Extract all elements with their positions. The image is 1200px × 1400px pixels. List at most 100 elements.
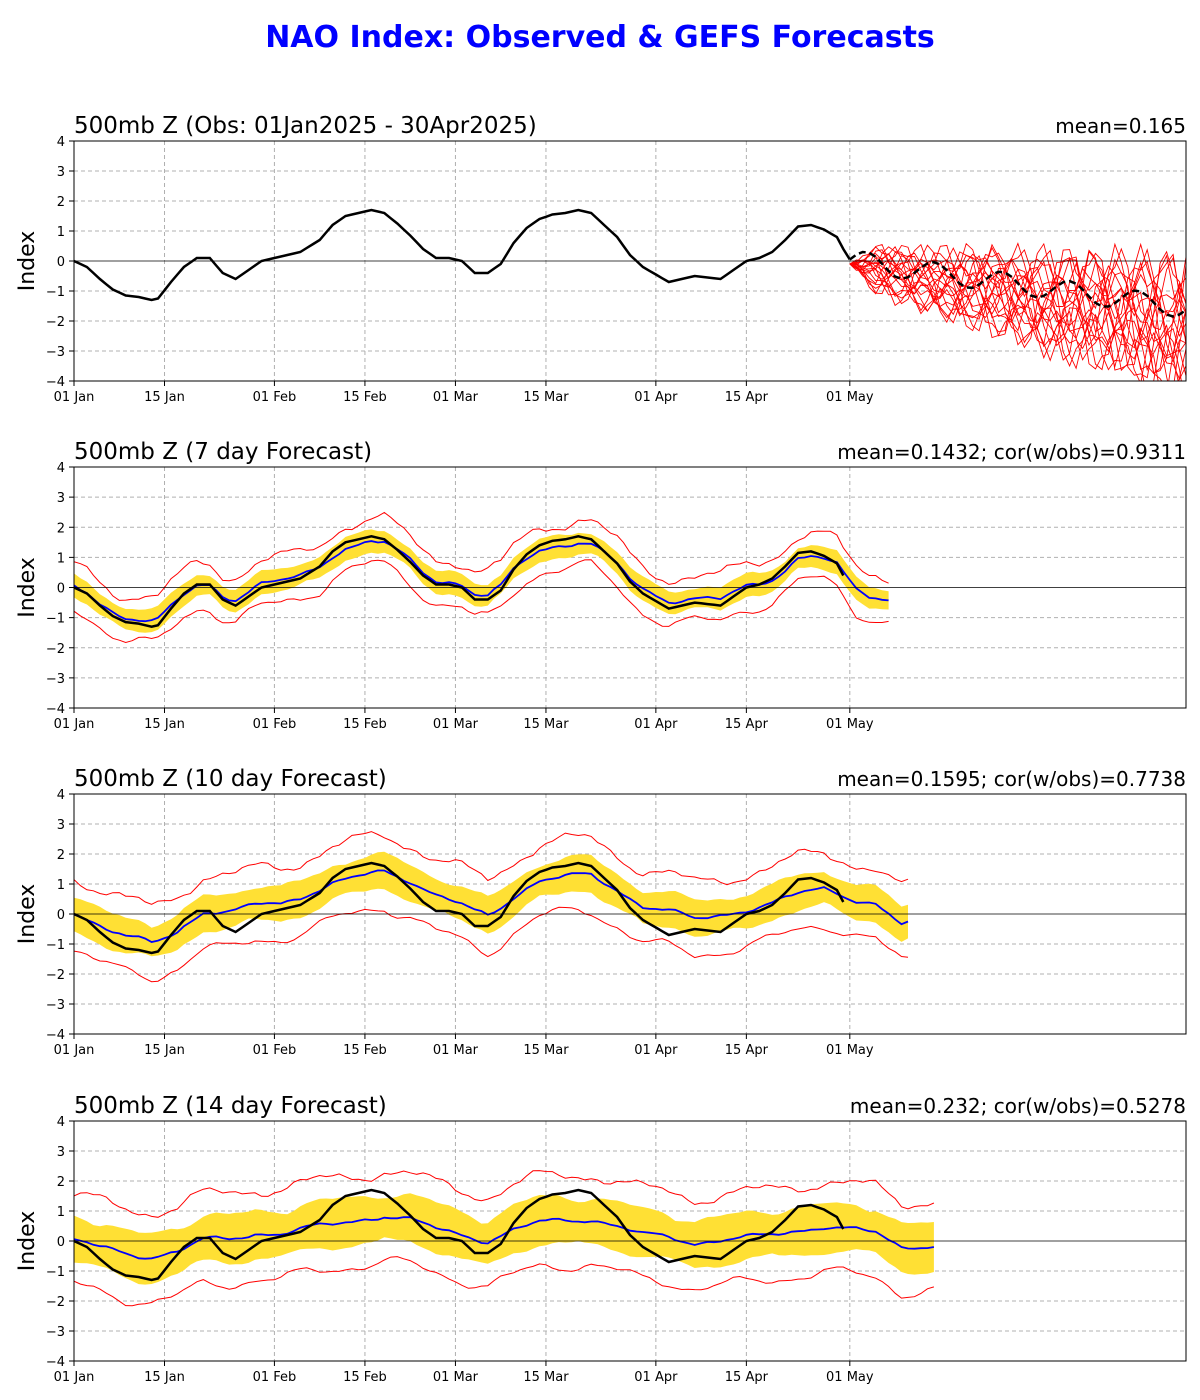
chart-panel-2: 4 3 2 1 0 −1 −2 −3 −401 Jan 15 Jan 01 Feb 15 Feb 01 … xyxy=(15,439,1187,732)
y-axis-label: Index xyxy=(15,231,40,292)
panel-stat: mean=0.1432; cor(w/obs)=0.9311 xyxy=(837,440,1186,464)
y-tick-label: 0 xyxy=(57,1235,65,1250)
x-tick-label: 01 Apr xyxy=(634,390,678,405)
x-tick-label: 15 Apr xyxy=(725,717,769,732)
y-tick-label: 2 xyxy=(57,848,65,863)
y-tick-label: 4 xyxy=(57,135,65,150)
y-tick-label: −1 xyxy=(46,612,65,627)
x-tick-label: 01 May xyxy=(826,1043,874,1058)
y-tick-label: −4 xyxy=(46,375,65,390)
y-tick-label: 1 xyxy=(57,878,65,893)
y-tick-label: 2 xyxy=(57,521,65,536)
chart-panel-3: 4 3 2 1 0 −1 −2 −3 −401 Jan 15 Jan 01 Feb 15 Feb 01 … xyxy=(15,766,1187,1058)
panel-stat: mean=0.165 xyxy=(1055,114,1186,138)
y-axis-label: Index xyxy=(15,884,40,945)
y-tick-label: −2 xyxy=(46,1295,65,1310)
x-tick-label: 01 Jan xyxy=(54,717,95,732)
x-tick-label: 01 Apr xyxy=(634,717,678,732)
x-tick-label: 15 Feb xyxy=(343,1370,387,1385)
forecast-member-line xyxy=(849,244,1186,370)
x-tick-label: 01 Jan xyxy=(54,1370,95,1385)
x-tick-label: 01 Feb xyxy=(253,390,297,405)
panel-title: 500mb Z (10 day Forecast) xyxy=(74,766,387,792)
lower-bound-line xyxy=(74,559,889,644)
observed-line xyxy=(74,861,845,955)
x-tick-label: 15 Jan xyxy=(144,1370,185,1385)
x-tick-label: 01 Feb xyxy=(253,1043,297,1058)
plot-area xyxy=(74,208,1186,381)
chart-panel-4: 4 3 2 1 0 −1 −2 −3 −401 Jan 15 Jan 01 Feb 15 Feb 01 … xyxy=(15,1093,1187,1385)
y-tick-label: 4 xyxy=(57,788,65,803)
lower-bound-line xyxy=(74,1256,935,1307)
x-tick-label: 01 May xyxy=(826,717,874,732)
lower-bound-line xyxy=(74,906,909,983)
x-tick-label: 01 Mar xyxy=(433,390,479,405)
x-tick-label: 15 Jan xyxy=(144,1043,185,1058)
y-tick-label: 0 xyxy=(57,255,65,270)
x-tick-label: 15 Apr xyxy=(725,1370,769,1385)
x-tick-label: 15 Feb xyxy=(343,1043,387,1058)
y-tick-label: −2 xyxy=(46,968,65,983)
upper-bound-line xyxy=(74,831,909,905)
y-tick-label: 0 xyxy=(57,908,65,923)
y-tick-label: −3 xyxy=(46,345,65,360)
x-tick-label: 15 Jan xyxy=(144,717,185,732)
forecast-member-line xyxy=(849,249,1186,381)
spread-band xyxy=(74,529,889,633)
x-tick-label: 01 May xyxy=(826,390,874,405)
x-tick-label: 15 Feb xyxy=(343,390,387,405)
forecast-member-line xyxy=(849,242,1186,379)
plot-area xyxy=(74,511,889,644)
y-tick-label: 2 xyxy=(57,195,65,210)
y-tick-label: −3 xyxy=(46,672,65,687)
panel-title: 500mb Z (7 day Forecast) xyxy=(74,439,372,465)
plot-area xyxy=(74,1170,935,1307)
x-tick-label: 15 Apr xyxy=(725,1043,769,1058)
x-tick-label: 15 Mar xyxy=(523,1370,569,1385)
ensemble-mean-line xyxy=(74,1216,935,1260)
forecast-mean-dashed-line xyxy=(849,250,1186,318)
panel-title: 500mb Z (Obs: 01Jan2025 - 30Apr2025) xyxy=(74,113,537,139)
observed-line xyxy=(74,1188,845,1282)
y-tick-label: −3 xyxy=(46,1325,65,1340)
y-tick-label: 0 xyxy=(57,582,65,597)
forecast-member-line xyxy=(849,244,1186,381)
x-tick-label: 01 Feb xyxy=(253,717,297,732)
y-tick-label: 3 xyxy=(57,491,65,506)
x-tick-label: 01 Jan xyxy=(54,1043,95,1058)
y-tick-label: 3 xyxy=(57,818,65,833)
y-tick-label: −4 xyxy=(46,702,65,717)
observed-line xyxy=(74,535,845,628)
y-tick-label: 4 xyxy=(57,461,65,476)
x-tick-label: 15 Mar xyxy=(523,1043,569,1058)
forecast-member-line xyxy=(849,243,1186,381)
y-tick-label: 4 xyxy=(57,1115,65,1130)
x-tick-label: 01 May xyxy=(826,1370,874,1385)
y-tick-label: −1 xyxy=(46,285,65,300)
x-tick-label: 01 Jan xyxy=(54,390,95,405)
panel-stat: mean=0.1595; cor(w/obs)=0.7738 xyxy=(837,767,1186,791)
x-tick-label: 15 Mar xyxy=(523,717,569,732)
forecast-member-line xyxy=(849,246,1186,381)
y-tick-label: 1 xyxy=(57,225,65,240)
y-tick-label: 1 xyxy=(57,1205,65,1220)
x-tick-label: 15 Apr xyxy=(725,390,769,405)
main-title: NAO Index: Observed & GEFS Forecasts xyxy=(265,20,935,55)
y-tick-label: −1 xyxy=(46,1265,65,1280)
y-axis-label: Index xyxy=(15,557,40,618)
y-tick-label: −1 xyxy=(46,938,65,953)
y-tick-label: −2 xyxy=(46,315,65,330)
y-tick-label: 1 xyxy=(57,551,65,566)
y-tick-label: 3 xyxy=(57,1145,65,1160)
chart-panel-1: 4 3 2 1 0 −1 −2 −3 −401 Jan 15 Jan 01 Feb 15 Feb 01 … xyxy=(15,113,1187,405)
y-tick-label: −2 xyxy=(46,642,65,657)
x-tick-label: 01 Mar xyxy=(433,1370,479,1385)
x-tick-label: 15 Feb xyxy=(343,717,387,732)
forecast-member-line xyxy=(849,247,1186,371)
x-tick-label: 01 Apr xyxy=(634,1370,678,1385)
x-tick-label: 01 Apr xyxy=(634,1043,678,1058)
forecast-member-line xyxy=(849,246,1186,374)
x-tick-label: 01 Mar xyxy=(433,1043,479,1058)
y-tick-label: 3 xyxy=(57,165,65,180)
